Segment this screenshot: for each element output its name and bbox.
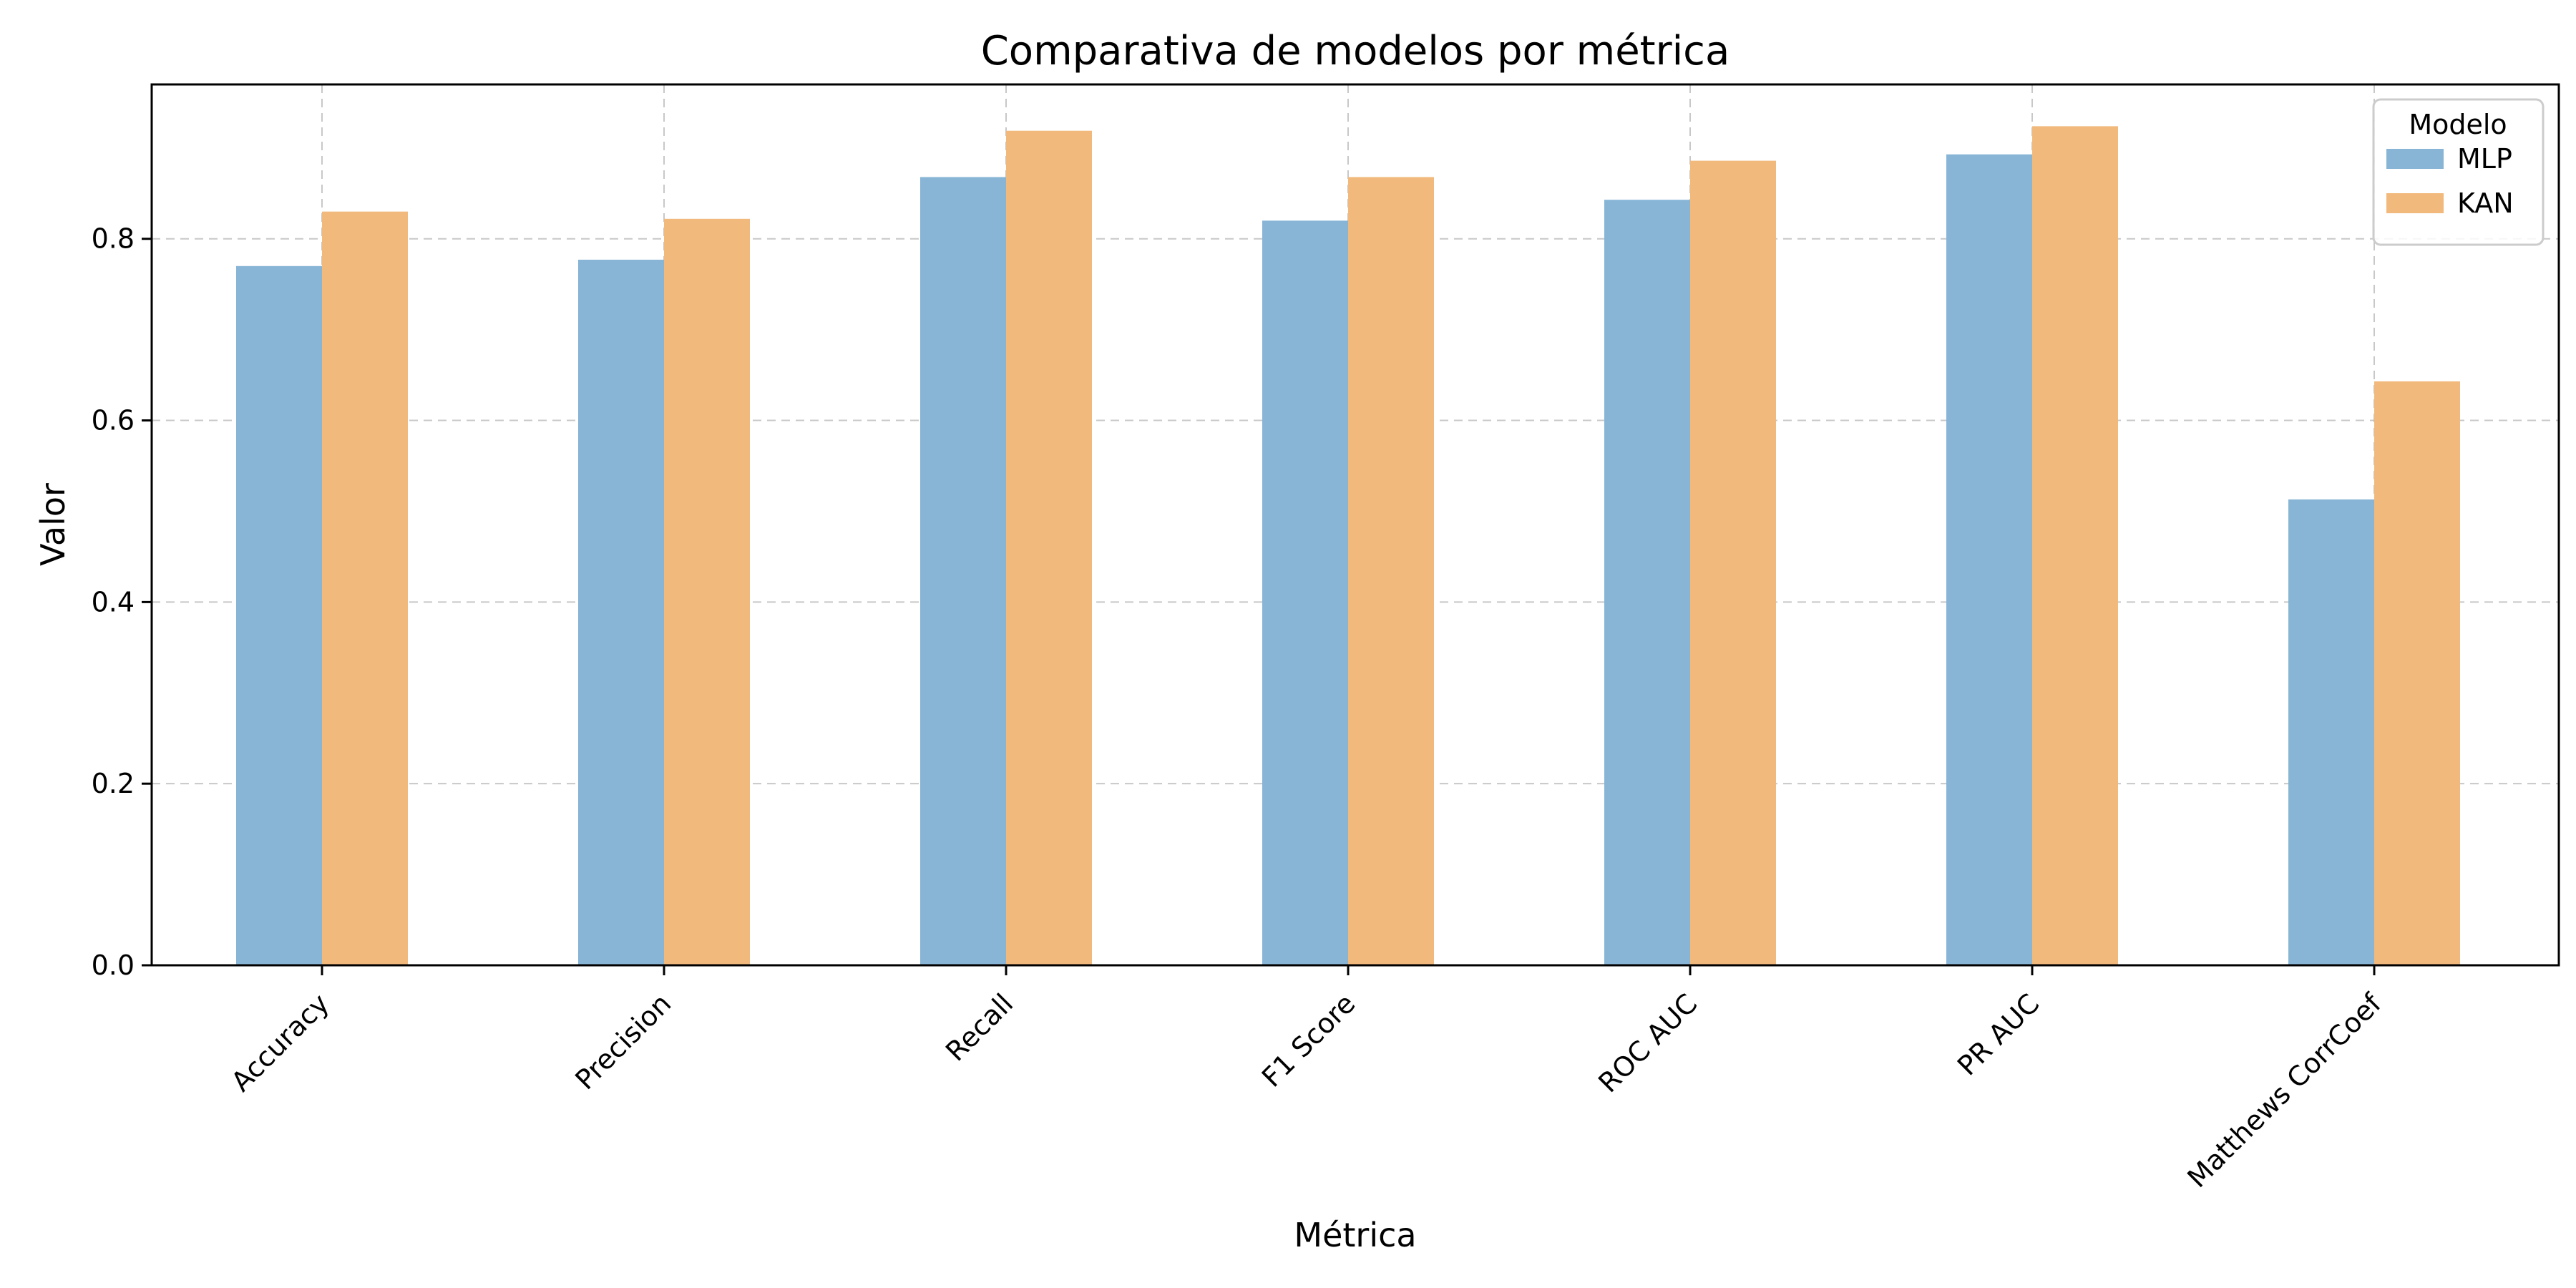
y-tick-label: 0.4 <box>92 586 135 618</box>
y-ticks-layer: 0.0 0.2 0.4 0.6 0.8 <box>92 223 152 981</box>
bar-mlp <box>1262 220 1348 965</box>
bar-mlp <box>2288 499 2374 965</box>
bar-kan <box>2374 381 2460 965</box>
bar-mlp <box>578 259 664 966</box>
bar-kan <box>1690 160 1776 966</box>
bar-kan <box>322 211 408 965</box>
legend-label-mlp: MLP <box>2457 143 2512 175</box>
legend: Modelo MLP KAN <box>2372 98 2545 246</box>
legend-label-kan: KAN <box>2457 187 2514 219</box>
legend-title: Modelo <box>2409 109 2507 140</box>
bar-mlp <box>920 177 1006 966</box>
bars-layer <box>236 126 2460 966</box>
bar-kan <box>664 218 750 965</box>
legend-swatch-mlp <box>2386 149 2444 169</box>
bar-kan <box>1006 130 1092 966</box>
y-tick-label: 0.0 <box>92 950 135 981</box>
y-tick-label: 0.2 <box>92 768 135 799</box>
bar-kan <box>1348 177 1434 966</box>
y-axis-label: Valor <box>34 483 72 566</box>
chart-title: Comparativa de modelos por métrica <box>981 28 1730 74</box>
bar-mlp <box>1604 200 1690 966</box>
bar-mlp <box>236 265 322 965</box>
bar-kan <box>2032 126 2118 965</box>
plot-frame <box>150 83 2560 967</box>
legend-swatch-kan <box>2386 193 2444 213</box>
bar-mlp <box>1946 154 2032 966</box>
x-axis-label: Métrica <box>1294 1216 1416 1254</box>
y-tick-label: 0.6 <box>92 405 135 436</box>
y-tick-label: 0.8 <box>92 223 135 255</box>
